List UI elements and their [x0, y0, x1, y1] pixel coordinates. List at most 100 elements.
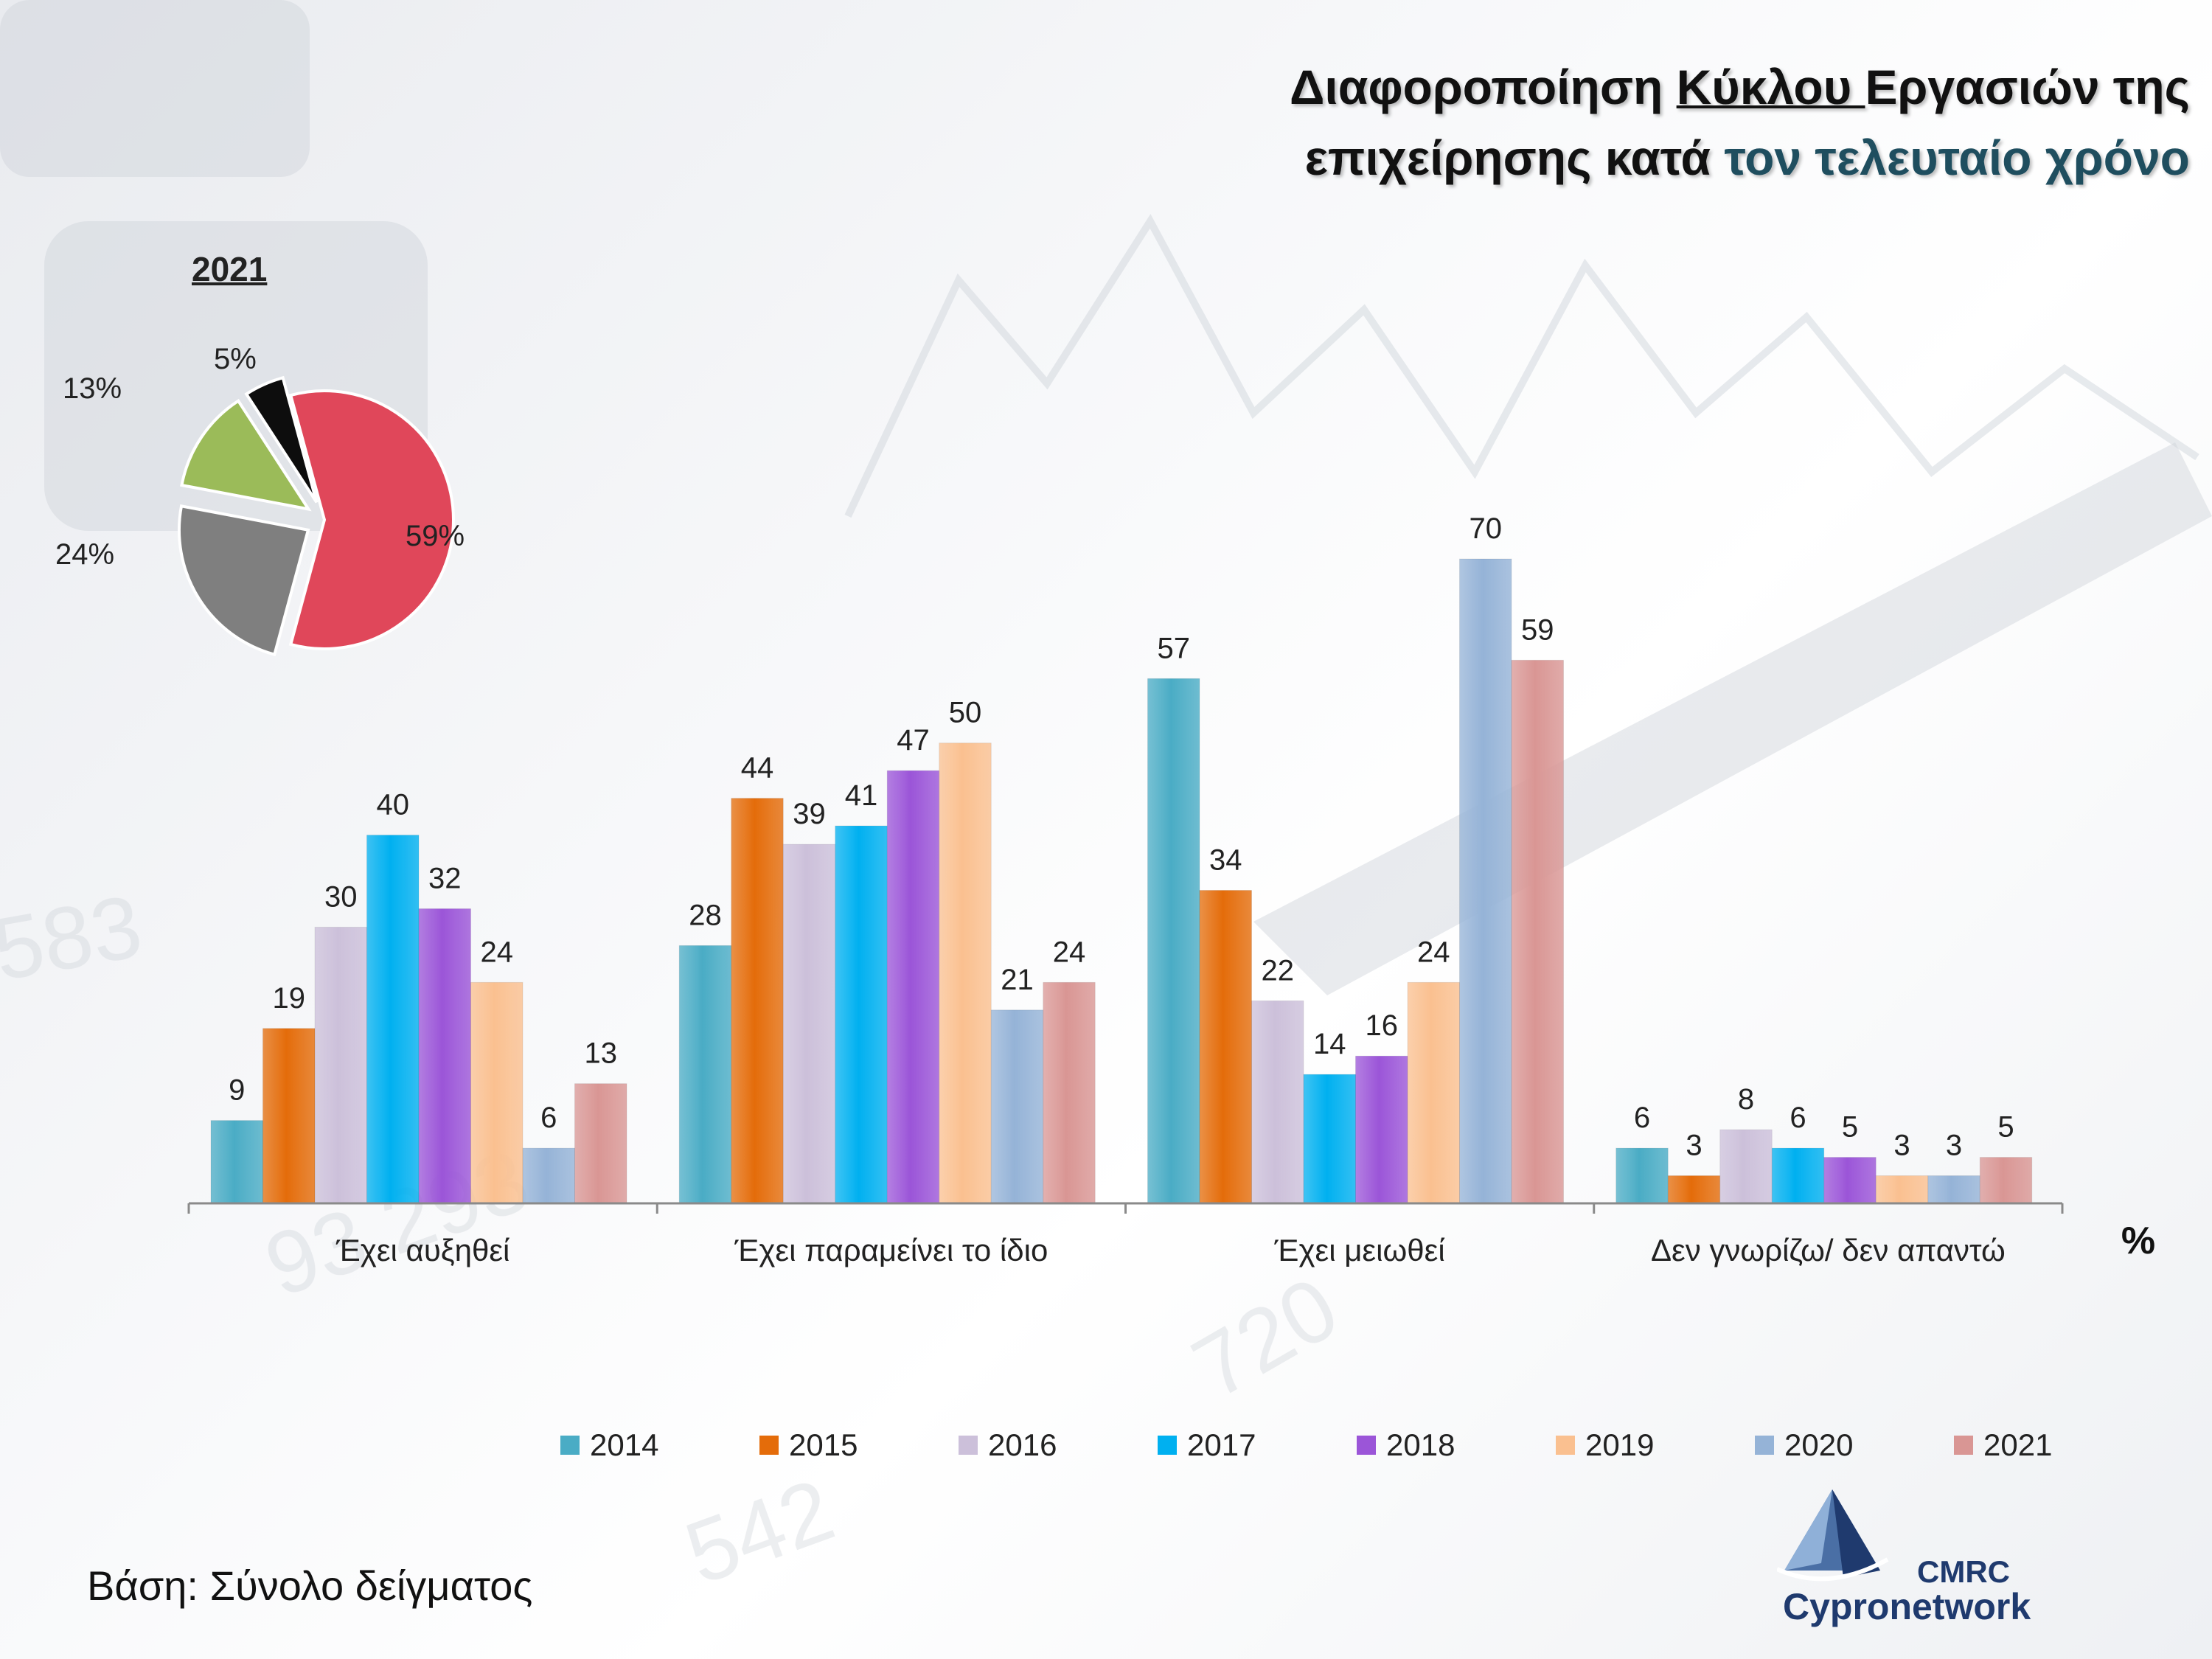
- bar-2015-3: [1667, 1175, 1721, 1204]
- bar-2019-1: [939, 742, 992, 1204]
- bar-2014-2: [1147, 678, 1200, 1204]
- legend-item-2016: 2016: [959, 1423, 1057, 1467]
- bar-2018-3: [1823, 1157, 1877, 1204]
- logo-name: Cypronetwork: [1783, 1586, 2031, 1627]
- unit-label: %: [2121, 1220, 2155, 1262]
- category-label: Έχει μειωθεί: [1274, 1233, 1445, 1267]
- bar-2021-0: [574, 1083, 627, 1204]
- pie-slice-label: 13%: [63, 372, 122, 405]
- legend-item-2017: 2017: [1158, 1423, 1256, 1467]
- pie-chart: 59% 24% 13% 5%: [55, 343, 465, 657]
- data-label: 5: [1842, 1111, 1858, 1144]
- legend-label: 2016: [988, 1427, 1057, 1462]
- pie-slice-label: 59%: [406, 520, 465, 552]
- data-label: 21: [1001, 964, 1034, 996]
- data-label: 22: [1262, 954, 1295, 987]
- title-line-1: Διαφοροποίηση Κύκλου Εργασιών της: [1290, 52, 2190, 122]
- data-label: 47: [897, 724, 930, 757]
- cmrc-logo: [1777, 1489, 1889, 1582]
- legend-item-2018: 2018: [1357, 1423, 1455, 1467]
- chart-legend: 2014 2015 2016 2017 2018 2019 2020 2021: [560, 1423, 2065, 1467]
- data-label: 3: [1946, 1130, 1962, 1162]
- pie-slice: [244, 375, 319, 504]
- title-text: Εργασιών της: [1865, 60, 2190, 114]
- title-text: Διαφοροποίηση: [1289, 60, 1677, 114]
- bar-2016-3: [1719, 1129, 1773, 1204]
- legend-swatch: [1954, 1436, 1973, 1455]
- data-label: 3: [1893, 1130, 1910, 1162]
- data-label: 24: [1417, 936, 1450, 968]
- data-label: 57: [1158, 632, 1191, 664]
- pie-slice: [180, 398, 312, 512]
- data-label: 16: [1366, 1009, 1399, 1042]
- bar-2014-3: [1615, 1147, 1669, 1204]
- pie-slice: [177, 504, 310, 657]
- bar-2016-0: [314, 926, 367, 1204]
- data-label: 39: [793, 798, 826, 830]
- bar-2015-1: [731, 798, 784, 1204]
- data-label: 50: [949, 697, 982, 729]
- bar-2015-2: [1199, 889, 1252, 1204]
- data-label: 40: [377, 789, 410, 821]
- title-text: επιχείρησης κατά: [1304, 131, 1725, 185]
- base-note: Βάση: Σύνολο δείγματος: [87, 1562, 533, 1609]
- data-label: 8: [1738, 1083, 1754, 1116]
- data-label: 19: [273, 982, 306, 1015]
- legend-label: 2018: [1386, 1427, 1455, 1462]
- legend-label: 2014: [590, 1427, 659, 1462]
- legend-swatch: [560, 1436, 580, 1455]
- category-label: Δεν γνωρίζω/ δεν απαντώ: [1651, 1233, 2006, 1267]
- legend-label: 2020: [1784, 1427, 1854, 1462]
- legend-swatch: [959, 1436, 978, 1455]
- data-label: 6: [1790, 1102, 1806, 1134]
- legend-label: 2019: [1585, 1427, 1655, 1462]
- data-label: 5: [1997, 1111, 2014, 1144]
- bar-2016-2: [1251, 1000, 1304, 1204]
- legend-label: 2021: [1983, 1427, 2053, 1462]
- bar-2019-3: [1875, 1175, 1929, 1204]
- data-label: 6: [1634, 1102, 1650, 1134]
- data-label: 30: [324, 880, 358, 913]
- data-label: 32: [428, 862, 462, 894]
- pie-slice-label: 5%: [214, 343, 257, 375]
- bar-2017-1: [835, 825, 888, 1204]
- data-label: 70: [1470, 512, 1503, 545]
- data-label: 24: [481, 936, 514, 968]
- data-label: 41: [845, 779, 878, 812]
- legend-swatch: [759, 1436, 779, 1455]
- bar-2021-1: [1043, 981, 1096, 1204]
- bar-2020-0: [522, 1147, 575, 1204]
- data-label: 3: [1686, 1130, 1702, 1162]
- bar-2017-0: [366, 835, 420, 1204]
- legend-item-2015: 2015: [759, 1423, 858, 1467]
- bar-2017-2: [1303, 1074, 1356, 1204]
- data-label: 13: [585, 1037, 618, 1070]
- data-label: 59: [1521, 613, 1554, 646]
- legend-label: 2017: [1187, 1427, 1256, 1462]
- data-label: 24: [1053, 936, 1086, 968]
- data-label: 28: [689, 899, 722, 931]
- legend-item-2020: 2020: [1755, 1423, 1853, 1467]
- pie-slice: [288, 389, 455, 650]
- bar-2021-3: [1979, 1157, 2033, 1204]
- bar-2019-2: [1407, 981, 1460, 1204]
- logo-acronym: CMRC: [1917, 1554, 2010, 1589]
- bar-2018-0: [418, 908, 471, 1204]
- bar-2015-0: [262, 1028, 316, 1204]
- legend-swatch: [1158, 1436, 1177, 1455]
- data-label: 14: [1313, 1028, 1346, 1060]
- bar-2020-3: [1927, 1175, 1980, 1204]
- bar-2017-3: [1771, 1147, 1825, 1204]
- legend-label: 2015: [789, 1427, 858, 1462]
- category-label: Έχει παραμείνει το ίδιο: [734, 1233, 1048, 1267]
- bar-2021-2: [1511, 659, 1564, 1204]
- data-label: 44: [741, 752, 774, 785]
- data-label: 34: [1209, 844, 1242, 876]
- title-underlined-text: Κύκλου: [1676, 60, 1865, 114]
- bar-2014-0: [210, 1120, 263, 1204]
- title-accent-text: τον τελευταίο χρόνο: [1724, 131, 2190, 185]
- chart-title: Διαφοροποίηση Κύκλου Εργασιών της επιχεί…: [1290, 52, 2190, 193]
- bar-2014-1: [678, 945, 732, 1204]
- pie-title: 2021: [192, 250, 268, 288]
